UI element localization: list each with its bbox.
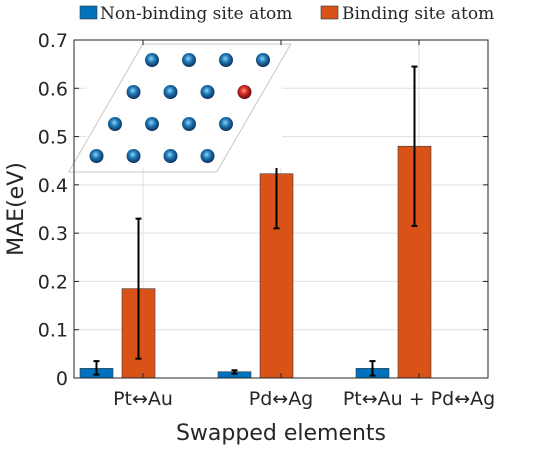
lattice-atom <box>182 117 196 131</box>
lattice-inset <box>67 43 292 173</box>
inset-background <box>86 46 282 168</box>
x-tick-label: Pd↔Ag <box>249 388 314 410</box>
legend-label-binding: Binding site atom <box>342 4 494 24</box>
bars <box>79 145 432 379</box>
y-tick-label: 0.2 <box>38 271 68 293</box>
legend: Non-binding site atom Binding site atom <box>79 4 494 24</box>
legend-label-non-binding: Non-binding site atom <box>100 4 292 24</box>
y-tick-label: 0.4 <box>38 175 68 197</box>
legend-swatch-binding <box>320 5 339 20</box>
y-tick-label: 0 <box>56 368 68 390</box>
x-tick-label: Pt↔Au + Pd↔Ag <box>343 388 495 410</box>
lattice-atom <box>182 53 196 67</box>
lattice-atom <box>108 117 122 131</box>
y-tick-label: 0.1 <box>38 320 68 342</box>
lattice-atom <box>163 85 178 99</box>
lattice-atom <box>126 149 141 163</box>
lattice-atom <box>200 85 215 99</box>
x-axis-title: Swapped elements <box>176 421 386 446</box>
lattice-atom <box>219 53 233 67</box>
y-axis: 0 0.1 0.2 0.3 0.4 0.5 0.6 0.7 <box>38 30 488 390</box>
y-tick-label: 0.7 <box>38 30 68 52</box>
legend-swatch-non-binding <box>79 5 98 20</box>
lattice-atom <box>89 149 104 163</box>
y-tick-label: 0.3 <box>38 223 68 245</box>
lattice-atom <box>163 149 178 163</box>
lattice-atom <box>219 117 233 131</box>
y-tick-label: 0.6 <box>38 78 68 100</box>
x-tick-label: Pt↔Au <box>113 388 173 410</box>
lattice-atom <box>145 53 159 67</box>
y-tick-label: 0.5 <box>38 127 68 149</box>
unit-cell-outline <box>67 43 292 173</box>
lattice-atom <box>126 85 141 99</box>
lattice-atom <box>145 117 159 131</box>
binding-site-atom <box>237 85 252 99</box>
lattice-atom <box>200 149 215 163</box>
y-axis-title: MAE(eV) <box>4 162 29 256</box>
lattice-atom <box>256 53 270 67</box>
x-axis: Pt↔Au Pd↔Ag Pt↔Au + Pd↔Ag <box>113 40 495 410</box>
